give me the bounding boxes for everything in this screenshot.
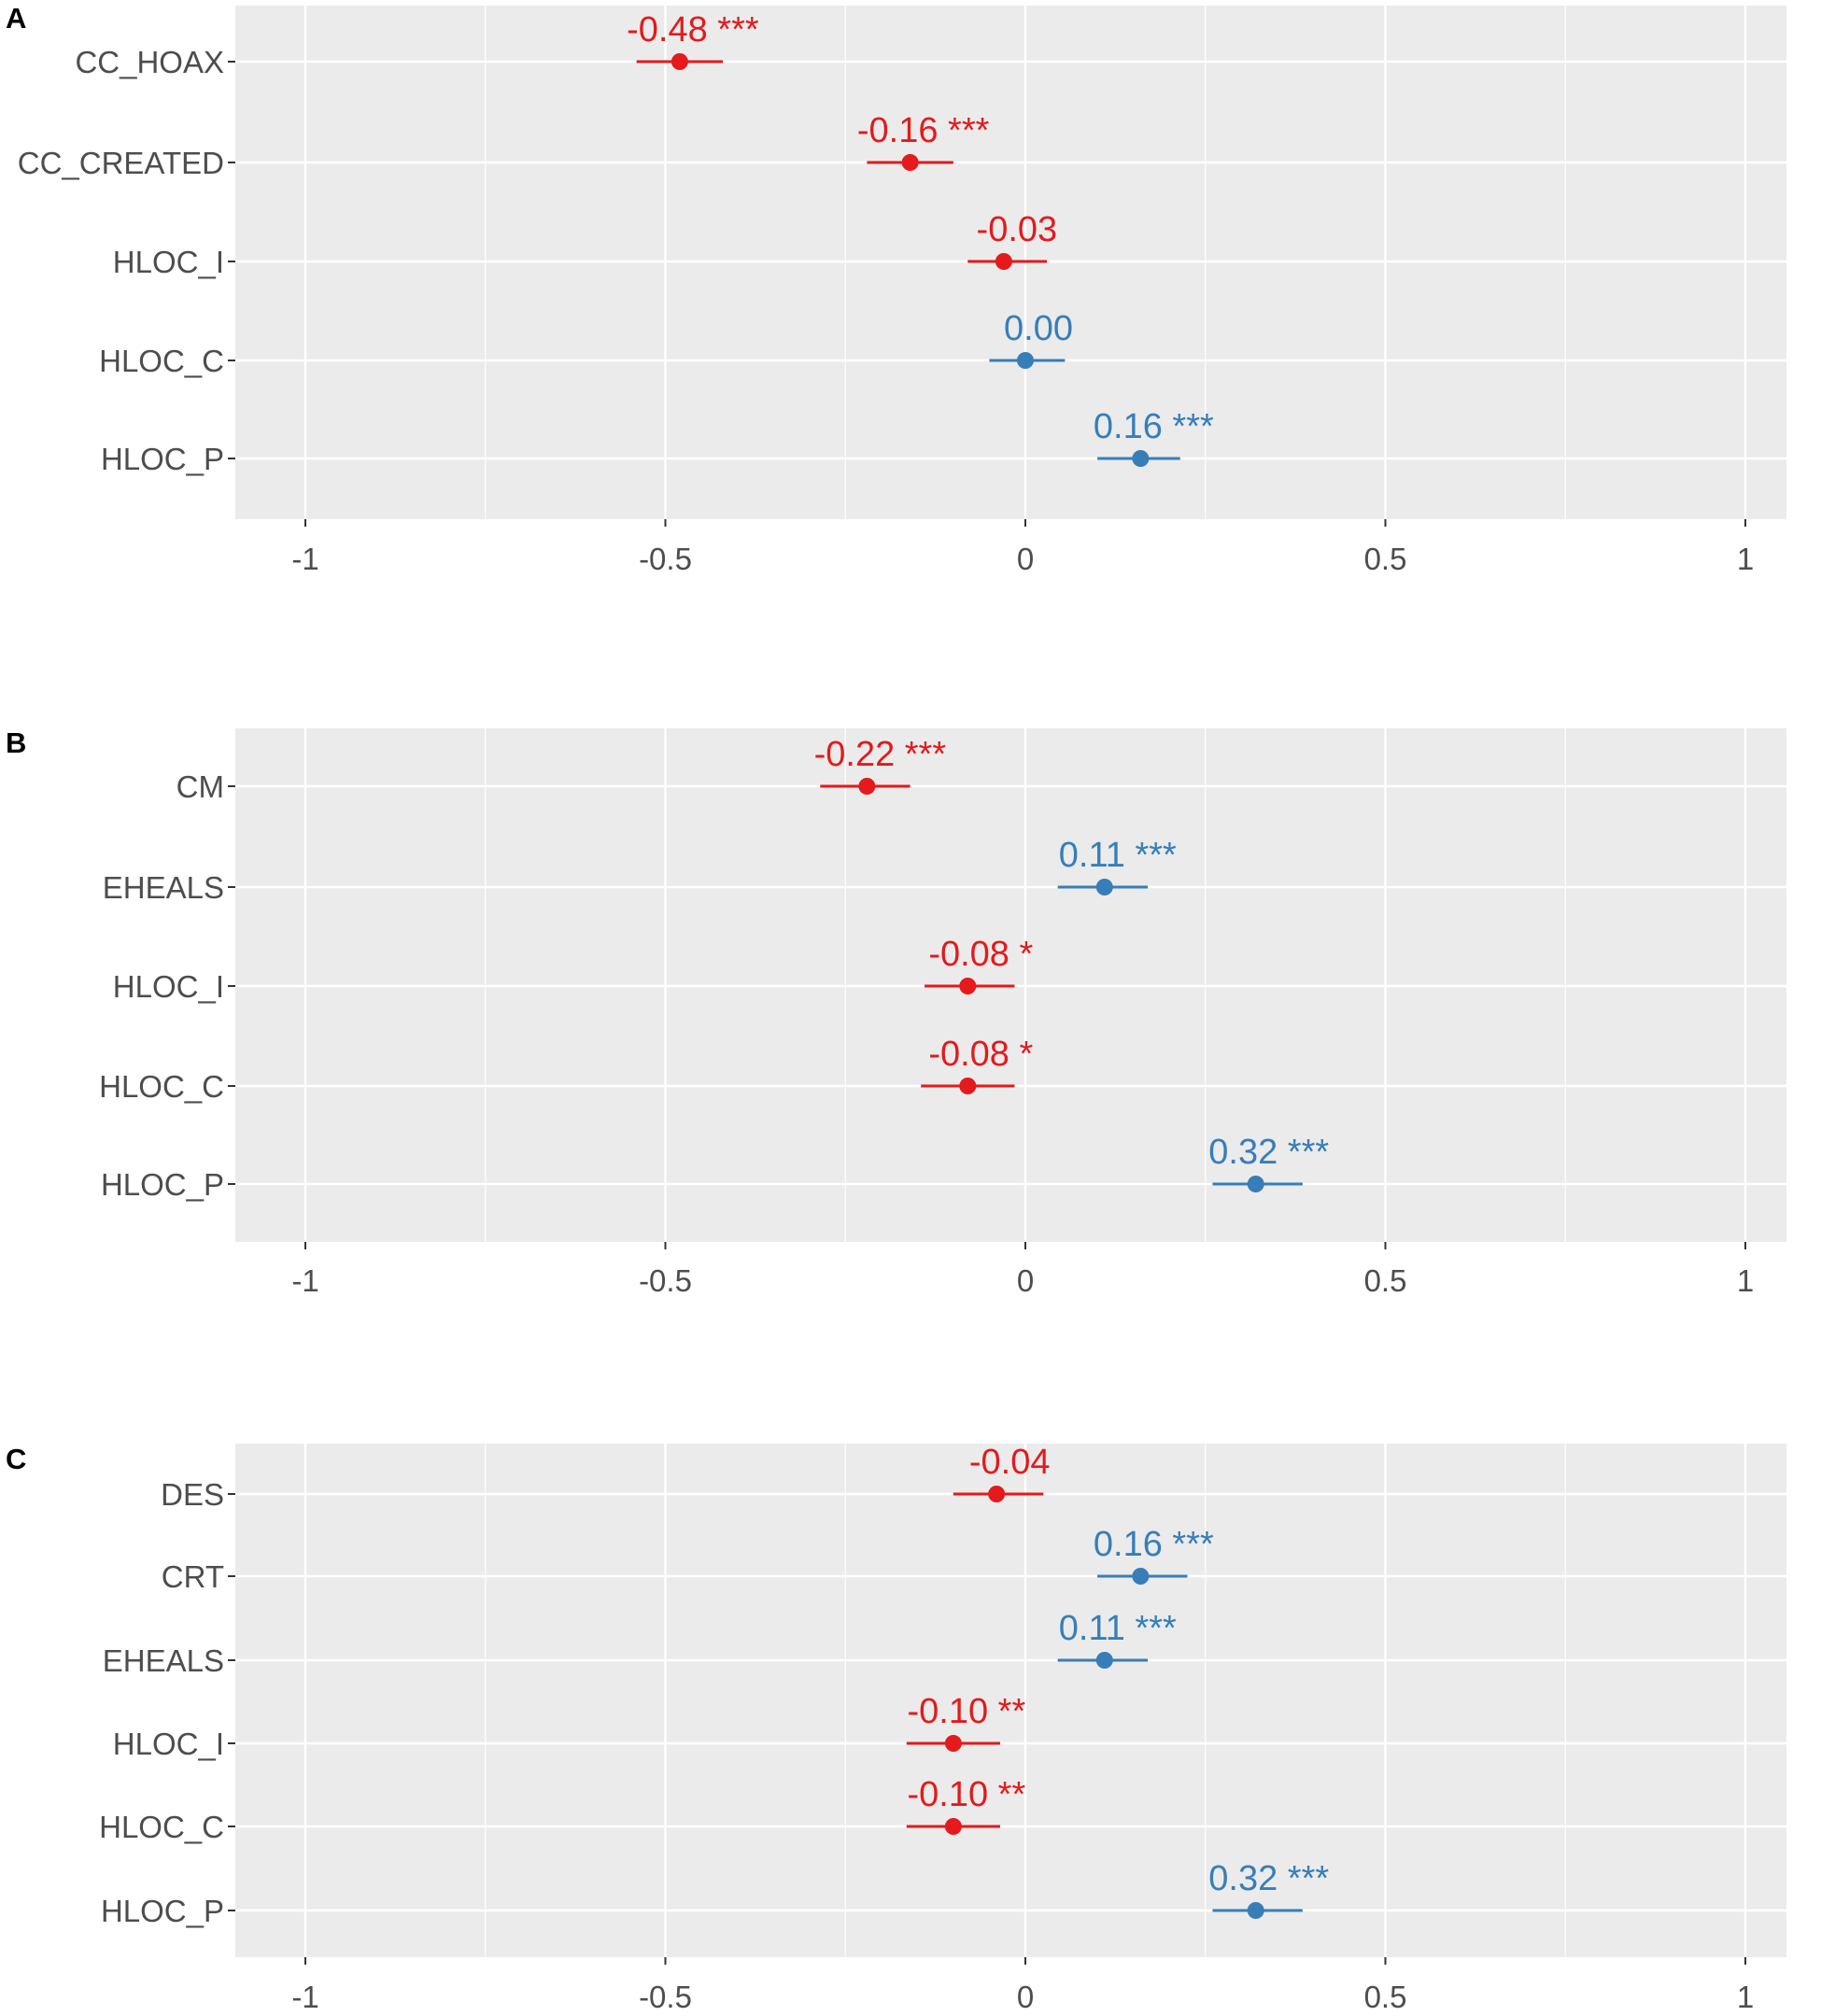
y-tick-label: HLOC_C	[99, 344, 224, 378]
estimate-label: -0.04	[969, 1443, 1051, 1482]
x-tick-label: 0	[1017, 1980, 1034, 2014]
estimate-point	[995, 253, 1012, 270]
estimate-label: 0.32 ***	[1208, 1859, 1329, 1898]
estimate-point	[1247, 1176, 1264, 1192]
x-tick-label: 0	[1017, 1263, 1034, 1298]
x-tick-label: 1	[1737, 1263, 1754, 1298]
estimate-point	[901, 154, 919, 171]
y-tick-label: DES	[161, 1477, 224, 1512]
estimate-label: -0.22 ***	[814, 735, 947, 774]
x-tick-label: 1	[1737, 1980, 1754, 2014]
panel-letter: B	[6, 726, 26, 759]
x-tick-label: -1	[291, 1263, 318, 1298]
estimate-point	[671, 53, 688, 70]
panel-a: A CC_HOAX CC_CREATED HLOC_I HLOC_C HLOC_P -1 -0…	[6, 2, 1786, 576]
estimate-point	[1132, 450, 1150, 467]
x-tick-label: -1	[291, 542, 318, 576]
panel-c: C DES CRT EHEALS HLOC_I HLOC_C HLOC_P -1 -0.5 0 0.…	[6, 1443, 1786, 2014]
estimate-label: 0.32 ***	[1208, 1133, 1329, 1172]
y-tick-label: HLOC_P	[101, 442, 224, 476]
x-tick-label: -0.5	[639, 542, 692, 576]
y-tick-label: HLOC_I	[113, 969, 224, 1004]
estimate-point	[988, 1486, 1006, 1502]
y-tick-label: HLOC_C	[99, 1069, 224, 1104]
estimate-label: 0.16 ***	[1094, 1525, 1214, 1564]
panel-letter: A	[6, 2, 26, 35]
y-tick-label: CM	[176, 769, 224, 804]
estimate-label: 0.16 ***	[1094, 407, 1214, 446]
estimate-label: 0.00	[1004, 309, 1073, 348]
estimate-label: -0.03	[977, 210, 1058, 249]
estimate-label: 0.11 ***	[1059, 836, 1177, 875]
x-tick-label: 0.5	[1364, 1980, 1407, 2014]
x-tick-label: 0.5	[1364, 542, 1407, 576]
y-tick-label: HLOC_P	[101, 1894, 224, 1928]
y-tick-label: HLOC_C	[99, 1810, 224, 1844]
estimate-label: -0.10 **	[908, 1775, 1026, 1814]
x-tick-label: 0.5	[1364, 1263, 1407, 1298]
estimate-label: -0.08 *	[928, 935, 1033, 974]
estimate-point	[959, 1078, 977, 1094]
estimate-label: -0.48 ***	[627, 10, 759, 49]
estimate-point	[1017, 352, 1034, 369]
y-tick-label: HLOC_P	[101, 1167, 224, 1202]
y-tick-label: CC_HOAX	[75, 45, 224, 79]
estimate-point	[944, 1735, 962, 1752]
y-tick-label: HLOC_I	[113, 1727, 224, 1761]
panel-letter: C	[6, 1443, 26, 1475]
panel-b: B CM EHEALS HLOC_I HLOC_C HLOC_P -1 -0.5 0 0.5 1 -0…	[6, 726, 1786, 1298]
y-tick-label: EHEALS	[103, 1643, 224, 1678]
estimate-point	[1132, 1568, 1150, 1585]
estimate-point	[1247, 1902, 1264, 1919]
x-tick-label: 0	[1017, 542, 1034, 576]
x-tick-label: -1	[291, 1980, 318, 2014]
estimate-point	[944, 1818, 962, 1835]
y-tick-label: HLOC_I	[113, 245, 224, 279]
y-tick-label: CRT	[162, 1559, 224, 1594]
estimate-point	[1095, 1652, 1113, 1669]
estimate-point	[858, 778, 876, 795]
estimate-point	[959, 978, 977, 994]
x-tick-label: -0.5	[639, 1980, 692, 2014]
estimate-label: -0.10 **	[908, 1692, 1026, 1731]
estimate-label: 0.11 ***	[1059, 1609, 1177, 1648]
panel-background	[235, 1444, 1786, 1957]
estimate-label: -0.16 ***	[857, 111, 990, 150]
x-tick-label: -0.5	[639, 1263, 692, 1298]
y-tick-label: EHEALS	[103, 870, 224, 905]
y-tick-label: CC_CREATED	[18, 146, 224, 180]
estimate-label: -0.08 *	[928, 1035, 1033, 1074]
estimate-point	[1095, 879, 1113, 895]
x-tick-label: 1	[1737, 542, 1754, 576]
